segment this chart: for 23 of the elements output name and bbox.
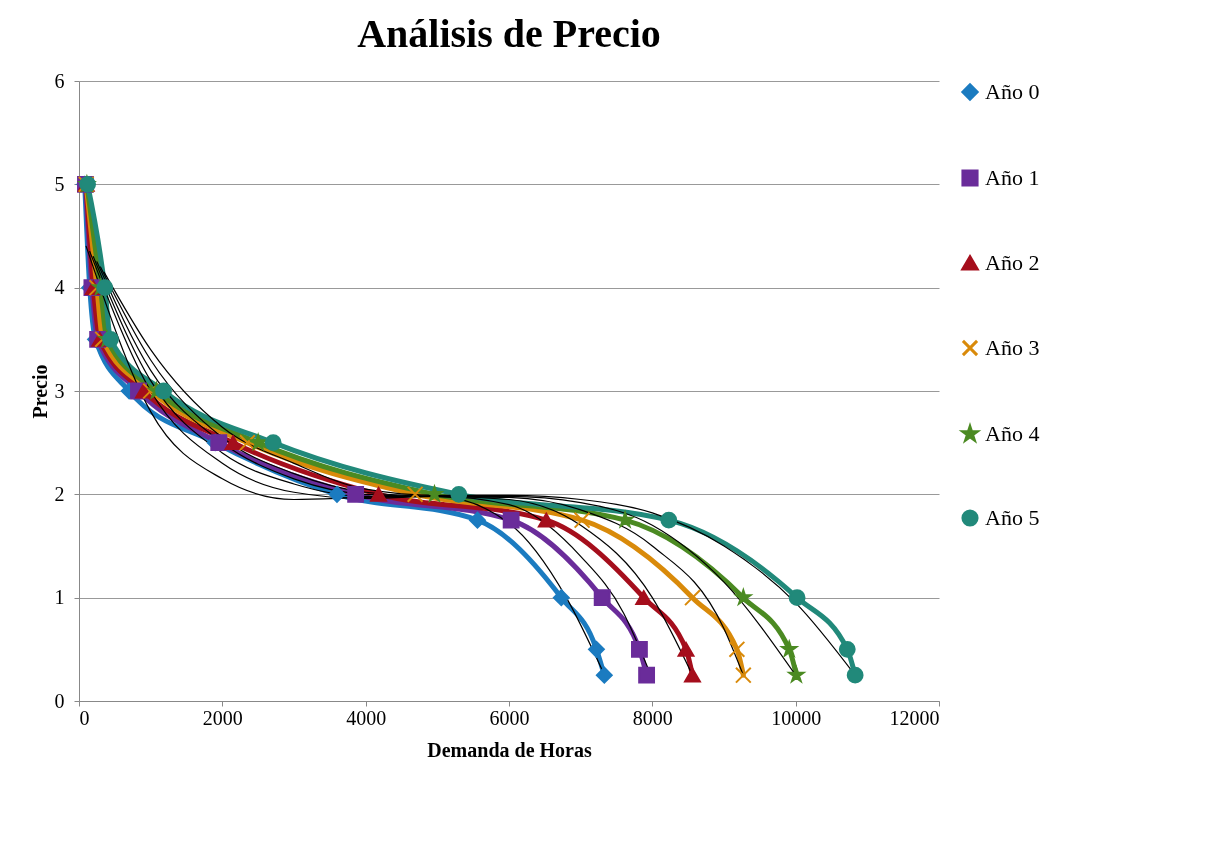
y-tick-label: 4 — [54, 276, 65, 299]
legend-label: Año 5 — [985, 505, 1040, 530]
legend-label: Año 1 — [985, 165, 1040, 190]
legend-label: Año 4 — [985, 421, 1040, 446]
x-tick-label: 6000 — [489, 706, 530, 729]
x-tick-label: 8000 — [632, 706, 673, 729]
x-tick-label: 12000 — [889, 706, 940, 729]
x-axis-title: Demanda de Horas — [427, 738, 592, 761]
legend-label: Año 3 — [985, 335, 1040, 360]
legend-label: Año 2 — [985, 250, 1040, 275]
x-tick-label: 10000 — [771, 706, 822, 729]
y-tick-label: 2 — [54, 482, 65, 505]
y-tick-label: 3 — [54, 379, 65, 402]
legend-label: Año 0 — [985, 79, 1040, 104]
y-tick-label: 0 — [54, 689, 65, 712]
y-axis-title: Precio — [28, 364, 51, 419]
x-tick-label: 2000 — [202, 706, 243, 729]
y-tick-label: 5 — [54, 172, 65, 195]
x-tick-label: 0 — [79, 706, 90, 729]
y-tick-label: 6 — [54, 69, 65, 92]
x-tick-label: 4000 — [346, 706, 387, 729]
y-tick-label: 1 — [54, 586, 65, 609]
chart-title: Análisis de Precio — [357, 11, 661, 56]
